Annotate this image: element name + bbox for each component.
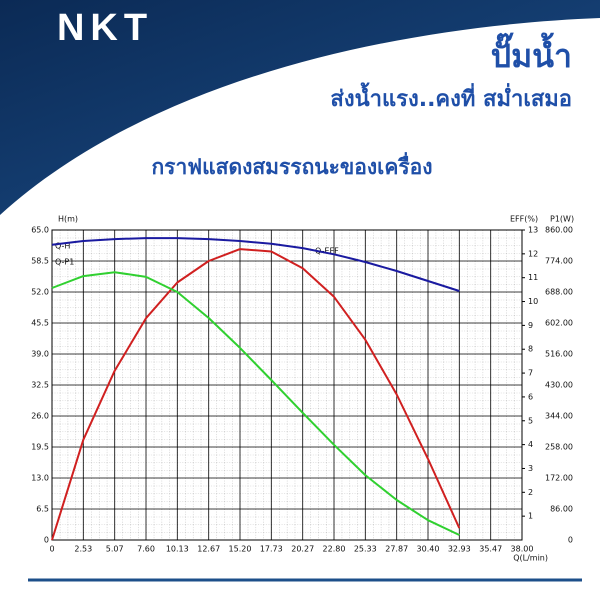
x-tick-label: 12.67 [197, 545, 220, 554]
y2-axis-label: EFF(%) [510, 215, 538, 224]
y2-tick-label: 4 [528, 440, 533, 449]
y2-tick-label: 3 [528, 464, 533, 473]
y3-tick-label: 602.00 [545, 319, 573, 328]
y2-tick-label: 6 [528, 392, 533, 401]
annotation: Q-EFF [315, 247, 339, 256]
y2-tick-label: 13 [528, 226, 538, 235]
x-tick-label: 32.93 [448, 545, 471, 554]
x-tick-label: 35.47 [479, 545, 502, 554]
x-tick-label: 22.80 [323, 545, 346, 554]
y3-tick-label: 172.00 [545, 474, 573, 483]
y-tick-label: 0 [44, 536, 49, 545]
x-tick-label: 20.27 [291, 545, 314, 554]
y3-tick-label: 688.00 [545, 288, 573, 297]
y2-tick-label: 8 [528, 345, 533, 354]
annotation: Q-P1 [55, 258, 74, 267]
y-tick-label: 26.0 [31, 412, 49, 421]
series-line [51, 237, 460, 292]
y-axis-label: H(m) [58, 215, 78, 224]
y3-tick-label: 516.00 [545, 350, 573, 359]
x-tick-label: 10.13 [166, 545, 189, 554]
y-tick-label: 65.0 [31, 226, 49, 235]
y2-tick-label: 9 [528, 321, 533, 330]
y2-tick-label: 2 [528, 488, 533, 497]
y-tick-label: 52.0 [31, 288, 49, 297]
x-tick-label: 38.00 [511, 545, 534, 554]
series-line [51, 248, 461, 541]
y2-tick-label: 5 [528, 416, 533, 425]
header-slogan: ส่งน้ำแรง..คงที่ สม่ำเสมอ [330, 82, 572, 112]
y3-tick-label: 86.00 [550, 505, 573, 514]
y2-tick-label: 10 [528, 297, 538, 306]
series-line [51, 271, 460, 536]
logo: NKT [57, 7, 153, 49]
y-tick-label: 32.5 [31, 381, 49, 390]
y-tick-label: 45.5 [31, 319, 49, 328]
x-tick-label: 15.20 [229, 545, 252, 554]
y3-tick-label: 430.00 [545, 381, 573, 390]
x-tick-label: 17.73 [260, 545, 283, 554]
x-tick-label: 2.53 [74, 545, 92, 554]
x-tick-label: 0 [49, 545, 54, 554]
x-tick-label: 30.40 [417, 545, 440, 554]
y-tick-label: 58.5 [31, 257, 49, 266]
x-axis-label: Q(L/min) [513, 554, 548, 563]
y-tick-label: 13.0 [31, 474, 49, 483]
y3-tick-label: 860.00 [545, 226, 573, 235]
x-tick-label: 5.07 [106, 545, 124, 554]
y-tick-label: 6.5 [36, 505, 49, 514]
y-tick-label: 39.0 [31, 350, 49, 359]
y2-tick-label: 11 [528, 273, 538, 282]
header-band [0, 0, 600, 215]
y2-tick-label: 12 [528, 249, 538, 258]
header-title: ปั๊มน้ำ [491, 32, 572, 75]
y2-tick-label: 7 [528, 369, 533, 378]
y-tick-label: 19.5 [31, 443, 49, 452]
y3-tick-label: 258.00 [545, 443, 573, 452]
y3-tick-label: 0 [568, 536, 573, 545]
y3-tick-label: 774.00 [545, 257, 573, 266]
x-tick-label: 27.87 [385, 545, 408, 554]
x-tick-label: 25.33 [354, 545, 377, 554]
chart-title: กราฟแสดงสมรรถนะของเครื่อง [151, 151, 432, 179]
x-tick-label: 7.60 [137, 545, 155, 554]
annotation: Q-H [55, 242, 70, 251]
y3-axis-label: P1(W) [550, 215, 574, 224]
y3-tick-label: 344.00 [545, 412, 573, 421]
y2-tick-label: 1 [528, 512, 533, 521]
